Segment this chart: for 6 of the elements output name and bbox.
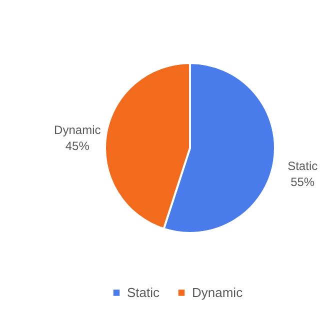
data-label: 45% bbox=[65, 139, 90, 154]
slice-label: Static bbox=[288, 158, 318, 173]
data-label: 55% bbox=[290, 174, 315, 189]
legend-label: Dynamic bbox=[192, 284, 244, 300]
legend-label: Static bbox=[127, 284, 160, 300]
slice-label: Dynamic bbox=[54, 123, 101, 138]
